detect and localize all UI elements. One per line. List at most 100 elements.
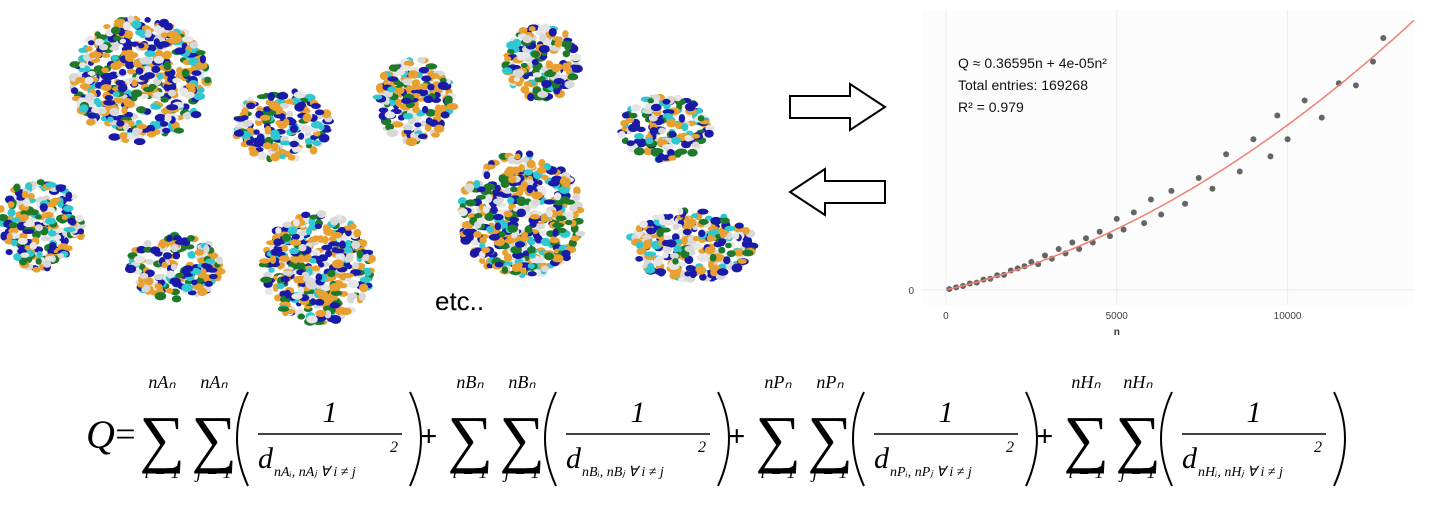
atom xyxy=(121,106,128,115)
atom xyxy=(7,201,15,208)
atom xyxy=(257,151,267,161)
atom xyxy=(510,245,522,254)
atom xyxy=(650,103,662,112)
atom xyxy=(19,232,28,240)
numerator: 1 xyxy=(1247,396,1262,429)
atom xyxy=(479,236,487,244)
sigma: ∑ xyxy=(807,403,853,474)
atom xyxy=(639,220,648,228)
atom xyxy=(107,116,114,123)
atom xyxy=(302,113,312,123)
atom xyxy=(68,217,77,226)
point xyxy=(1113,215,1120,222)
atom xyxy=(473,230,482,239)
atom xyxy=(276,92,289,100)
atom xyxy=(553,78,565,85)
subscript: nBᵢ, nBⱼ ∀ i ≠ j xyxy=(582,465,664,480)
atom xyxy=(201,262,209,269)
atom xyxy=(264,125,272,135)
atom xyxy=(495,191,504,197)
atom xyxy=(633,133,644,140)
atom xyxy=(526,246,536,254)
atom xyxy=(401,78,414,86)
atom xyxy=(309,214,319,220)
atom xyxy=(252,137,263,144)
atom xyxy=(77,228,85,235)
atom xyxy=(518,26,528,34)
atom xyxy=(315,309,327,317)
atom xyxy=(462,228,474,236)
atom xyxy=(689,269,697,279)
atom xyxy=(125,132,135,140)
atom xyxy=(677,207,684,215)
atom xyxy=(29,242,38,250)
atom xyxy=(330,290,343,296)
atom xyxy=(523,169,533,176)
atom xyxy=(154,291,167,301)
point xyxy=(1096,228,1103,235)
atom xyxy=(544,70,556,78)
atom xyxy=(289,140,299,148)
arrow-right xyxy=(789,82,887,132)
atom xyxy=(241,107,249,116)
atom xyxy=(572,193,581,202)
atom xyxy=(666,118,677,128)
atom xyxy=(125,54,135,62)
atom xyxy=(427,83,435,91)
atom xyxy=(384,111,396,119)
atom xyxy=(636,247,645,255)
atom xyxy=(127,15,135,23)
atom xyxy=(133,138,146,146)
atom xyxy=(144,50,156,58)
atom xyxy=(204,76,212,84)
atom xyxy=(309,257,317,264)
atom xyxy=(636,140,647,148)
molecule xyxy=(0,179,86,273)
atom xyxy=(484,213,495,221)
atom xyxy=(47,201,58,207)
point xyxy=(1028,258,1035,265)
atom xyxy=(388,64,401,72)
atom xyxy=(22,229,35,235)
atom xyxy=(457,197,468,206)
atom xyxy=(535,223,546,230)
atom xyxy=(233,129,245,137)
atom xyxy=(154,113,167,122)
atom xyxy=(742,249,754,257)
atom xyxy=(649,126,658,136)
atom xyxy=(166,104,179,111)
atom xyxy=(136,123,147,130)
atom xyxy=(42,259,52,268)
sigma: ∑ xyxy=(755,403,801,474)
atom xyxy=(507,197,515,205)
atom xyxy=(555,215,567,221)
atom xyxy=(166,234,173,242)
atom xyxy=(675,148,688,155)
atom xyxy=(731,263,743,273)
atom xyxy=(684,245,695,253)
atom xyxy=(464,183,475,192)
atom xyxy=(353,228,362,238)
atom xyxy=(36,250,43,259)
atom xyxy=(734,222,744,229)
atom xyxy=(654,268,667,276)
atom xyxy=(204,280,213,287)
atom xyxy=(697,208,709,215)
atom xyxy=(387,76,399,82)
atom xyxy=(560,196,570,203)
atom xyxy=(465,199,477,207)
atom xyxy=(270,153,280,162)
atom xyxy=(395,98,402,108)
atom xyxy=(306,281,318,290)
atom xyxy=(310,249,321,256)
atom xyxy=(280,275,290,283)
atom xyxy=(696,253,709,262)
atom xyxy=(661,239,671,247)
atom xyxy=(562,50,571,58)
atom xyxy=(131,79,138,87)
atom xyxy=(630,104,642,112)
atom xyxy=(260,276,273,284)
atom xyxy=(154,283,163,290)
sum-lower: i = 1 xyxy=(1068,462,1103,482)
